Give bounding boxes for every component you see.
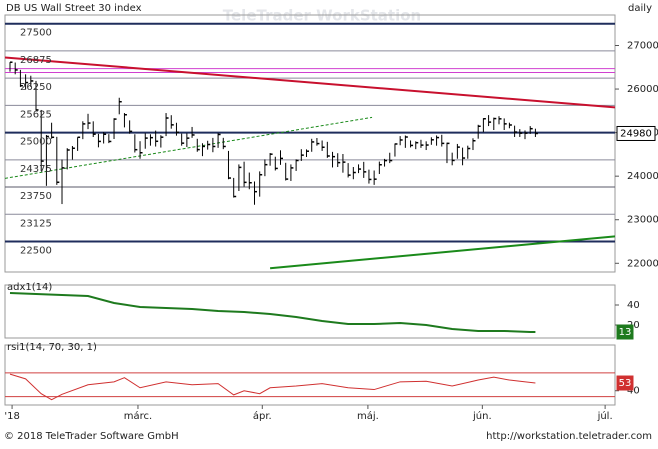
y-tick-label: 27000 (627, 40, 658, 51)
level-label: 22500 (20, 246, 52, 257)
y-tick-label: 40 (627, 386, 640, 397)
chart-title: DB US Wall Street 30 index (6, 3, 142, 14)
indicator-line (9, 373, 536, 401)
last-value-label: 24980 (620, 128, 652, 139)
x-tick-label: jún. (472, 410, 492, 422)
y-tick-label: 24000 (627, 171, 658, 182)
y-tick-label: 22000 (627, 258, 658, 269)
level-label: 24375 (20, 164, 52, 175)
panel-frame (4, 14, 616, 273)
x-tick-label: júl. (597, 410, 613, 422)
panel-frame (4, 344, 616, 406)
panel-label: rsi1(14, 70, 30, 1) (7, 342, 97, 353)
indicator-line (9, 292, 536, 333)
x-tick-label: máj. (357, 410, 379, 422)
x-tick-label: márc. (124, 410, 152, 422)
plot-area (9, 292, 536, 333)
panel-label: adx1(14) (7, 282, 52, 293)
last-value-box (616, 324, 634, 340)
level-label: 27500 (20, 28, 52, 39)
last-value-box (616, 375, 634, 391)
x-tick-label: ápr. (253, 410, 272, 422)
level-label: 23125 (20, 218, 52, 229)
source-url: http://workstation.teletrader.com (486, 431, 652, 442)
level-label: 26250 (20, 82, 52, 93)
plot-area (5, 22, 615, 270)
last-value-box (616, 125, 656, 141)
x-tick-label: '18 (4, 411, 19, 422)
trend-line (5, 116, 373, 179)
level-label: 25625 (20, 109, 52, 120)
period: daily (628, 3, 652, 14)
trend-line (5, 56, 615, 109)
y-tick-label: 23000 (627, 215, 658, 226)
last-value-label: 53 (619, 378, 632, 389)
y-tick-label: 26000 (627, 84, 658, 95)
level-label: 26875 (20, 55, 52, 66)
y-tick-label: 40 (627, 300, 640, 311)
last-value-label: 13 (619, 327, 632, 338)
level-label: 25000 (20, 137, 52, 148)
panel-frame (4, 284, 616, 339)
copyright: © 2018 TeleTrader Software GmbH (4, 431, 179, 442)
trend-line (270, 235, 615, 270)
plot-area (5, 372, 615, 401)
level-label: 23750 (20, 191, 52, 202)
